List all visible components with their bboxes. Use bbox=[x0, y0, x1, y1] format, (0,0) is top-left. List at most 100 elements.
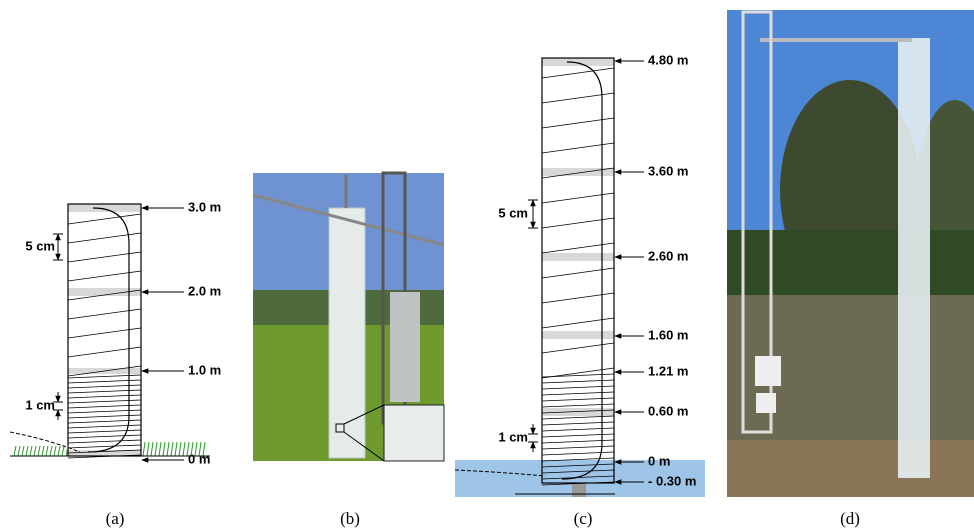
height-label: 2.0 m bbox=[188, 283, 221, 298]
winding bbox=[67, 379, 142, 384]
grass bbox=[13, 445, 17, 457]
caption: (c) bbox=[574, 509, 593, 528]
winding bbox=[67, 439, 142, 444]
cable bbox=[454, 469, 546, 477]
winding bbox=[541, 469, 615, 474]
winding bbox=[67, 327, 142, 339]
photo-d bbox=[727, 10, 974, 497]
grass bbox=[29, 445, 33, 457]
winding bbox=[67, 424, 142, 429]
grass bbox=[65, 445, 69, 457]
winding bbox=[541, 397, 615, 402]
height-label: 4.80 m bbox=[648, 52, 688, 67]
winding bbox=[67, 419, 142, 424]
height-label: 1.0 m bbox=[188, 362, 221, 377]
winding bbox=[541, 421, 615, 426]
gray-band bbox=[542, 331, 614, 339]
grass bbox=[25, 445, 29, 457]
winding bbox=[67, 374, 142, 379]
winding bbox=[67, 429, 142, 434]
height-label: 1.60 m bbox=[648, 327, 688, 342]
winding bbox=[67, 404, 142, 409]
height-label: 0.60 m bbox=[648, 403, 688, 418]
winding bbox=[67, 444, 142, 449]
winding bbox=[541, 217, 615, 229]
winding bbox=[541, 342, 615, 354]
height-label: 0 m bbox=[188, 451, 210, 466]
caption: (d) bbox=[840, 509, 860, 528]
grass bbox=[57, 445, 61, 457]
grass bbox=[154, 441, 158, 457]
height-label: 2.60 m bbox=[648, 248, 688, 263]
grass bbox=[158, 441, 162, 457]
winding bbox=[67, 409, 142, 414]
winding bbox=[541, 242, 615, 254]
winding bbox=[541, 415, 615, 420]
winding bbox=[541, 403, 615, 408]
grass bbox=[146, 441, 150, 457]
winding bbox=[541, 433, 615, 438]
winding bbox=[67, 394, 142, 399]
winding bbox=[67, 399, 142, 404]
gray-band bbox=[68, 288, 141, 296]
probe bbox=[561, 61, 603, 480]
grass bbox=[45, 445, 49, 457]
gray-band bbox=[542, 58, 614, 66]
grass bbox=[166, 441, 170, 457]
grass bbox=[21, 445, 25, 457]
winding bbox=[541, 451, 615, 456]
winding bbox=[67, 384, 142, 389]
winding bbox=[541, 463, 615, 468]
grass bbox=[194, 441, 198, 457]
winding bbox=[67, 232, 142, 244]
grass bbox=[202, 441, 206, 457]
winding bbox=[541, 373, 615, 378]
height-label: 3.0 m bbox=[188, 199, 221, 214]
winding bbox=[541, 379, 615, 384]
probe bbox=[87, 207, 130, 453]
winding bbox=[541, 142, 615, 154]
winding bbox=[67, 346, 142, 358]
grass bbox=[174, 441, 178, 457]
winding bbox=[67, 434, 142, 439]
grass bbox=[186, 441, 190, 457]
spacing-label: 5 cm bbox=[498, 205, 528, 220]
grass bbox=[198, 441, 202, 457]
spacing-label: 1 cm bbox=[25, 397, 55, 412]
winding bbox=[541, 92, 615, 104]
gray-band bbox=[68, 450, 141, 456]
winding bbox=[541, 439, 615, 444]
photo-b bbox=[252, 171, 445, 462]
winding bbox=[541, 427, 615, 432]
winding bbox=[541, 292, 615, 304]
winding bbox=[541, 117, 615, 129]
gray-band bbox=[542, 253, 614, 261]
gray-band bbox=[542, 168, 614, 176]
cable bbox=[9, 431, 81, 453]
height-label: 1.21 m bbox=[648, 363, 688, 378]
grass bbox=[37, 445, 41, 457]
winding bbox=[67, 251, 142, 263]
grass bbox=[41, 445, 45, 457]
winding bbox=[541, 192, 615, 204]
grass bbox=[170, 441, 174, 457]
grass bbox=[178, 441, 182, 457]
caption: (a) bbox=[106, 509, 125, 528]
winding bbox=[541, 457, 615, 462]
grass bbox=[150, 441, 154, 457]
winding bbox=[67, 308, 142, 320]
winding bbox=[541, 445, 615, 450]
spacing-label: 5 cm bbox=[25, 238, 55, 253]
grass bbox=[61, 445, 65, 457]
winding bbox=[541, 391, 615, 396]
anchor bbox=[572, 483, 586, 497]
gray-band bbox=[542, 408, 614, 416]
winding bbox=[67, 449, 142, 454]
winding bbox=[541, 267, 615, 279]
winding bbox=[541, 385, 615, 390]
winding bbox=[67, 414, 142, 419]
height-label: - 0.30 m bbox=[648, 473, 696, 488]
grass bbox=[53, 445, 57, 457]
grass bbox=[33, 445, 37, 457]
